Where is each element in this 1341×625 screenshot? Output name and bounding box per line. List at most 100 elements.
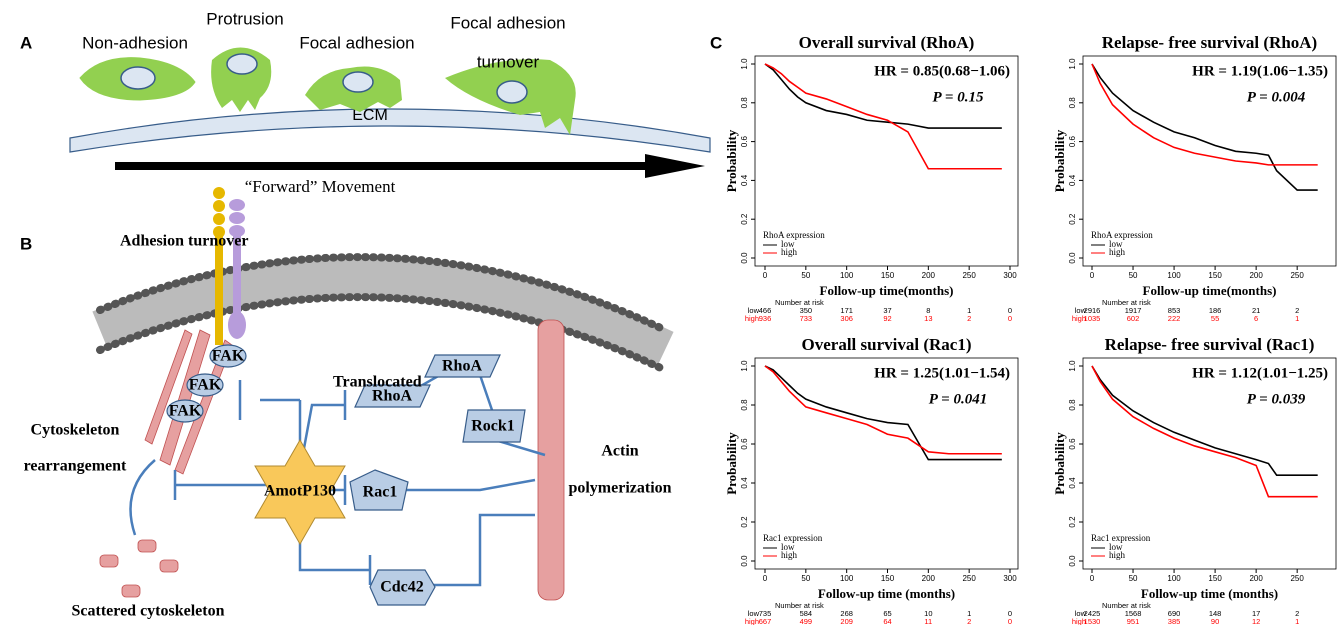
y-tick-label: 0.4 [740,174,749,186]
risk-value: 1568 [1125,609,1142,618]
membrane-heads [96,293,669,374]
y-axis-label: Probability [724,432,739,495]
risk-value: 1 [967,609,971,618]
hr-annotation: HR = 1.19(1.06−1.35) [1192,63,1328,79]
x-tick-label: 100 [1167,574,1181,583]
risk-value: 936 [759,314,772,323]
legend-entry: high [1109,247,1126,257]
risk-value: 8 [926,306,930,315]
x-axis-label: Follow-up time (months) [818,586,955,601]
risk-value: 17 [1252,609,1260,618]
risk-value: 209 [840,617,853,625]
risk-value: 10 [924,609,932,618]
x-tick-label: 100 [840,271,854,280]
risk-value: 690 [1168,609,1181,618]
y-tick-label: 0.0 [1068,252,1077,264]
fak-label: FAK [169,403,202,420]
risk-value: 148 [1209,609,1222,618]
rac1-node [349,469,409,511]
y-tick-label: 0.6 [740,135,749,147]
y-tick-label: 0.2 [1068,516,1077,528]
amot-label: AmotP130 [264,483,336,500]
risk-title: Number at risk [1102,601,1151,610]
y-tick-label: 0.8 [740,97,749,109]
fak-label: FAK [189,377,222,394]
ecm-label: ECM [352,107,388,124]
risk-value: 222 [1168,314,1181,323]
x-tick-label: 100 [1167,271,1181,280]
x-tick-label: 250 [962,271,976,280]
y-tick-label: 0.6 [1068,135,1077,147]
rhoa-node [424,354,501,378]
risk-value: 1 [1295,314,1299,323]
y-tick-label: 0.4 [1068,477,1077,489]
y-axis-label: Probability [724,129,739,192]
risk-row-label: high [745,617,759,625]
movement-arrow [115,154,705,178]
risk-value: 2425 [1084,609,1101,618]
x-axis-label: Follow-up time(months) [820,283,954,298]
risk-value: 11 [924,617,932,625]
y-tick-label: 0.0 [740,555,749,567]
risk-value: 65 [883,609,891,618]
hr-annotation: HR = 1.12(1.01−1.25) [1192,365,1328,381]
panel-label: A [20,33,32,52]
fak [166,399,204,423]
risk-value: 951 [1127,617,1140,625]
x-tick-label: 150 [1208,271,1222,280]
x-tick-label: 250 [1290,271,1304,280]
chart-title: Overall survival (Rac1) [802,335,972,354]
risk-value: 1 [967,306,971,315]
membrane [92,257,674,369]
risk-value: 1917 [1125,306,1142,315]
legend-entry: low [781,239,795,249]
risk-value: 584 [800,609,813,618]
fak-label: FAK [212,348,245,365]
risk-value: 2 [1295,306,1299,315]
risk-title: Number at risk [1102,298,1151,307]
stage-label: Focal adhesion [299,33,414,52]
x-tick-label: 200 [1249,574,1263,583]
chart-title: Relapse- free survival (Rac1) [1105,335,1315,354]
cytoskeleton [99,329,233,598]
cdc42-node [369,569,436,606]
p-annotation: P = 0.004 [1247,89,1306,105]
x-axis-label: Follow-up time (months) [1141,586,1278,601]
risk-value: 13 [924,314,932,323]
movement-label: “Forward” Movement [245,177,396,196]
nucleus [342,71,374,93]
y-tick-label: 0.8 [1068,399,1077,411]
y-tick-label: 0.2 [1068,213,1077,225]
x-tick-label: 0 [1090,271,1095,280]
risk-value: 733 [800,314,813,323]
rac1-label: Rac1 [363,484,398,501]
x-tick-label: 50 [1129,574,1138,583]
receptor [215,235,223,345]
plot-frame [1082,55,1337,267]
x-tick-label: 200 [1249,271,1263,280]
actin-filament [537,319,565,601]
y-axis-label: Probability [1052,129,1067,192]
survival-curve [1091,63,1318,166]
survival-curve [764,365,1002,455]
risk-row-label: high [745,314,759,323]
y-tick-label: 0.0 [1068,555,1077,567]
legend-entry: high [781,550,798,560]
survival-curve [1091,63,1318,191]
risk-value: 385 [1168,617,1181,625]
chart-title: Overall survival (RhoA) [799,33,975,52]
survival-curve [1091,365,1318,498]
panel-label: B [20,234,32,253]
x-tick-label: 300 [1003,574,1017,583]
risk-value: 37 [883,306,891,315]
p-annotation: P = 0.041 [929,391,987,407]
legend-entry: high [781,247,798,257]
hr-annotation: HR = 0.85(0.68−1.06) [874,63,1010,79]
stage-label: Focal adhesion [450,13,565,32]
x-tick-label: 150 [1208,574,1222,583]
risk-row-label: low [748,306,760,315]
risk-row-label: low [748,609,760,618]
amotp130-node [254,438,346,546]
cytoskeleton-label: rearrangement [24,458,127,475]
